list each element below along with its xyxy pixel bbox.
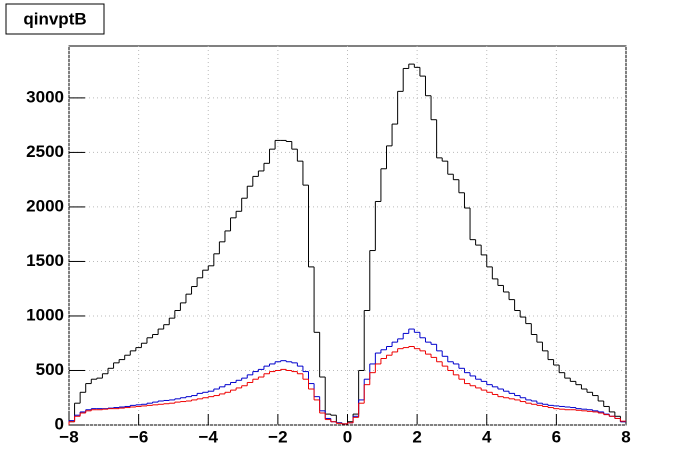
x-tick-label: 4 (482, 427, 492, 446)
x-tick-label: −2 (268, 427, 287, 446)
y-tick-label: 1000 (26, 305, 64, 324)
x-tick-label: 0 (343, 427, 352, 446)
x-tick-label: −8 (59, 427, 78, 446)
y-tick-label: 0 (55, 414, 64, 433)
y-tick-label: 1500 (26, 251, 64, 270)
y-tick-label: 3000 (26, 87, 64, 106)
y-tick-label: 2000 (26, 196, 64, 215)
x-tick-label: 2 (412, 427, 421, 446)
x-tick-label: 8 (621, 427, 630, 446)
y-tick-label: 500 (36, 360, 64, 379)
x-tick-label: −4 (199, 427, 219, 446)
title-box (5, 3, 105, 35)
chart-title: qinvptB (23, 9, 86, 28)
y-tick-label: 2500 (26, 142, 64, 161)
x-tick-label: 6 (552, 427, 561, 446)
x-tick-label: −6 (129, 427, 148, 446)
